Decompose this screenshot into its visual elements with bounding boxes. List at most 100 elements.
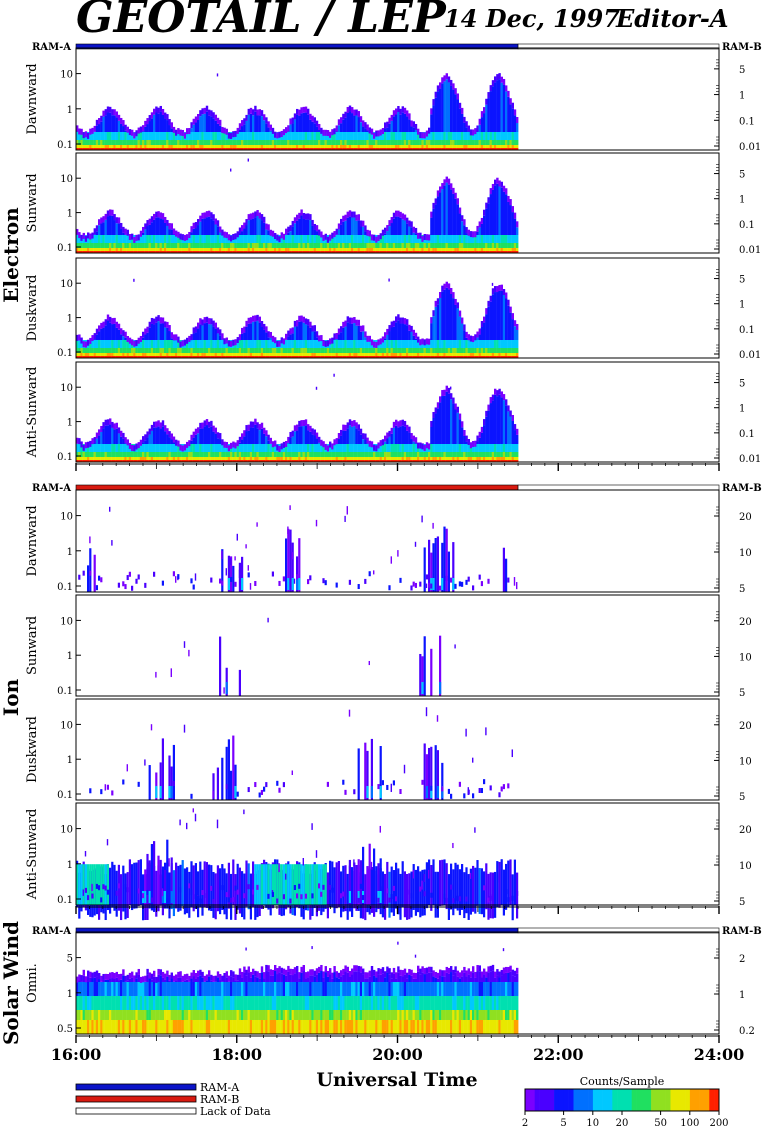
colorbar-tick-label: 200: [709, 1118, 728, 1128]
right-tick-label: 10: [739, 756, 752, 767]
panel-label: Duskward: [25, 275, 40, 342]
panel-label: Omni.: [25, 963, 40, 1003]
left-tick-label: 0.1: [57, 140, 73, 151]
right-tick-label: 10: [739, 861, 752, 872]
right-tick-label: 0.1: [739, 116, 755, 127]
time-tick-label: 24:00: [694, 1045, 744, 1064]
spectrogram-panel: [75, 802, 720, 921]
colorbar-cell: [709, 1089, 715, 1111]
colorbar-cell: [612, 1089, 618, 1111]
right-tick-label: 2: [739, 954, 745, 965]
colorbar-cell: [660, 1089, 666, 1111]
panel-label: Sunward: [25, 616, 40, 675]
colorbar-cell: [704, 1089, 710, 1111]
spectrogram-image: [76, 373, 519, 462]
left-tick-label: 1: [67, 547, 73, 558]
right-tick-label: 5: [739, 275, 745, 286]
colorbar-cell: [583, 1089, 589, 1111]
ram-left-label: RAM-A: [32, 483, 71, 494]
panel-frame: [75, 802, 720, 906]
colorbar-title: Counts/Sample: [580, 1075, 665, 1088]
spectrogram-panel: [75, 257, 720, 359]
colorbar-cell: [539, 1089, 545, 1111]
right-tick-label: 1: [739, 404, 745, 415]
ram-right-label: RAM-B: [722, 42, 762, 53]
left-tick-label: 0.1: [57, 686, 73, 697]
legend-label: RAM-B: [200, 1093, 239, 1106]
right-tick-label: 5: [739, 584, 745, 595]
left-tick-label: 1: [67, 651, 73, 662]
colorbar-cell: [641, 1089, 647, 1111]
colorbar-cell: [622, 1089, 628, 1111]
left-tick-label: 1: [67, 105, 73, 116]
left-tick-label: 0.1: [57, 452, 73, 463]
ram-bar-lack: [517, 927, 720, 934]
right-tick-label: 20: [739, 825, 752, 836]
colorbar-cell: [617, 1089, 623, 1111]
left-tick-label: 0.1: [57, 790, 73, 801]
time-tick-label: 16:00: [51, 1045, 101, 1064]
left-tick-label: 10: [60, 825, 73, 836]
panel-frame: [75, 361, 720, 463]
colorbar-cell: [602, 1089, 608, 1111]
legend-label: Lack of Data: [200, 1105, 271, 1118]
time-tick-label: 18:00: [212, 1045, 262, 1064]
left-tick-label: 0.1: [57, 348, 73, 359]
right-tick-label: 1: [739, 195, 745, 206]
left-tick-label: 10: [60, 616, 73, 627]
spectrogram-panel: [75, 152, 720, 254]
right-tick-label: 0.01: [739, 454, 761, 465]
right-tick-label: 1: [739, 990, 745, 1001]
right-tick-label: 5: [739, 897, 745, 908]
colorbar-cell: [670, 1089, 676, 1111]
right-tick-label: 1: [739, 91, 745, 102]
left-tick-label: 10: [60, 383, 73, 394]
colorbar-tick-label: 2: [522, 1118, 528, 1128]
right-tick-label: 20: [739, 512, 752, 523]
colorbar-cell: [665, 1089, 671, 1111]
panel-frame: [75, 489, 720, 593]
colorbar-cell: [568, 1089, 574, 1111]
right-tick-label: 0.1: [739, 220, 755, 231]
colorbar-cell: [607, 1089, 613, 1111]
left-tick-label: 1: [67, 989, 73, 1000]
time-tick-label: 22:00: [533, 1045, 583, 1064]
group-label: Ion: [0, 678, 23, 716]
colorbar-cell: [699, 1089, 705, 1111]
right-tick-label: 5: [739, 688, 745, 699]
spectrogram-panel: [75, 489, 720, 593]
right-tick-label: 5: [739, 792, 745, 803]
right-tick-label: 10: [739, 548, 752, 559]
left-tick-label: 1: [67, 418, 73, 429]
left-tick-label: 1: [67, 314, 73, 325]
x-axis-label: Universal Time: [316, 1069, 477, 1091]
colorbar-cell: [592, 1089, 599, 1111]
left-tick-label: 1: [67, 860, 73, 871]
left-tick-label: 5: [67, 954, 73, 965]
colorbar-cell: [563, 1089, 569, 1111]
left-tick-label: 0.1: [57, 582, 73, 593]
left-tick-label: 0.1: [57, 243, 73, 254]
panel-label: Anti-Sunward: [25, 367, 40, 459]
right-tick-label: 5: [739, 379, 745, 390]
right-tick-label: 20: [739, 721, 752, 732]
panel-label: Sunward: [25, 173, 40, 232]
right-tick-label: 0.01: [739, 245, 761, 256]
panel-label: Dawnward: [25, 63, 40, 134]
colorbar-cell: [578, 1089, 584, 1111]
ram-bar-lack: [517, 43, 720, 50]
colorbar-cell: [714, 1089, 720, 1111]
colorbar-cell: [597, 1089, 603, 1111]
panel-frame: [75, 698, 720, 801]
colorbar-cell: [675, 1089, 681, 1111]
right-tick-label: 5: [739, 170, 745, 181]
left-tick-label: 10: [60, 279, 73, 290]
right-tick-label: 0.01: [739, 350, 761, 361]
panel-frame: [75, 594, 720, 697]
left-tick-label: 1: [67, 209, 73, 220]
colorbar-cell: [631, 1089, 637, 1111]
spectrogram-panel: [75, 931, 720, 1035]
colorbar-cell: [680, 1089, 686, 1111]
colorbar-cell: [529, 1089, 535, 1111]
